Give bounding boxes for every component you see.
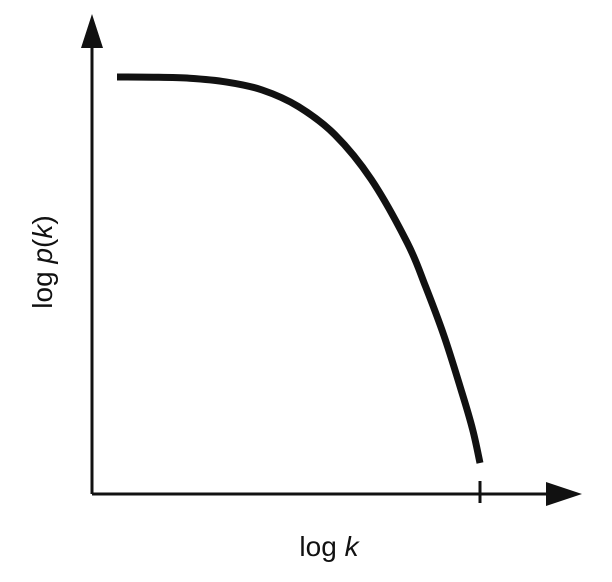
series-line [116, 73, 484, 464]
y-axis-arrowhead [81, 14, 103, 48]
y-axis-label: log p(k) [27, 215, 58, 308]
x-axis-label: log k [299, 531, 360, 562]
x-axis-arrowhead [546, 482, 582, 506]
